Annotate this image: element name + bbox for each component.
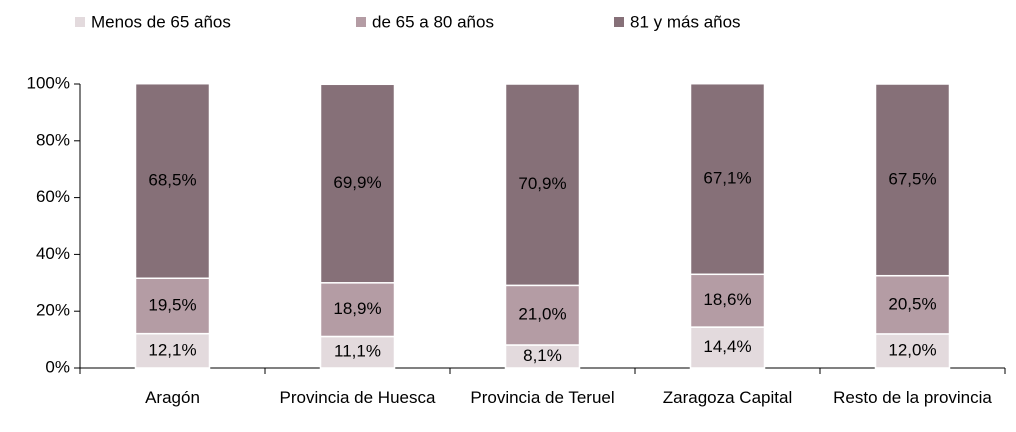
data-label: 8,1% [523,346,562,365]
bar-segment [319,335,396,369]
y-tick-label: 60% [36,187,70,206]
legend-swatch [614,17,624,27]
data-label: 11,1% [334,342,381,361]
data-label: 68,5% [148,170,196,189]
data-label: 20,5% [888,294,936,313]
bar-segment [874,83,951,277]
x-tick-label: Aragón [145,388,200,407]
bar-segment [134,82,211,280]
y-tick-label: 100% [27,73,70,92]
x-tick-label: Resto de la provincia [833,388,992,407]
bar-segment [134,277,211,335]
data-label: 12,1% [148,340,196,359]
bar-segment [874,274,951,335]
legend-swatch [356,17,366,27]
bar-segment [319,282,396,338]
legend-swatch [75,17,85,27]
x-tick-label: Zaragoza Capital [662,388,793,407]
bar-segment [874,333,951,369]
bar-segment [689,82,766,276]
bar-segment [689,326,766,369]
x-tick-label: Provincia de Teruel [470,388,615,407]
data-label: 67,5% [888,169,936,188]
bar-segment [134,332,211,369]
y-tick-label: 40% [36,244,70,263]
data-label: 14,4% [703,337,751,356]
legend-label: de 65 a 80 años [372,12,494,31]
bar-segment [319,83,396,284]
bar-segment [689,273,766,328]
legend-label: 81 y más años [630,12,741,31]
data-label: 18,9% [333,299,381,318]
data-label: 19,5% [148,295,196,314]
data-label: 18,6% [703,290,751,309]
y-tick-label: 20% [36,301,70,320]
legend-label: Menos de 65 años [91,12,231,31]
data-label: 12,0% [888,340,936,359]
bar-segment [504,83,581,287]
data-label: 21,0% [518,305,566,324]
data-label: 70,9% [518,174,566,193]
y-tick-label: 80% [36,130,70,149]
data-label: 69,9% [333,173,381,192]
x-tick-label: Provincia de Huesca [279,388,436,407]
y-tick-label: 0% [45,357,70,376]
data-label: 67,1% [703,168,751,187]
